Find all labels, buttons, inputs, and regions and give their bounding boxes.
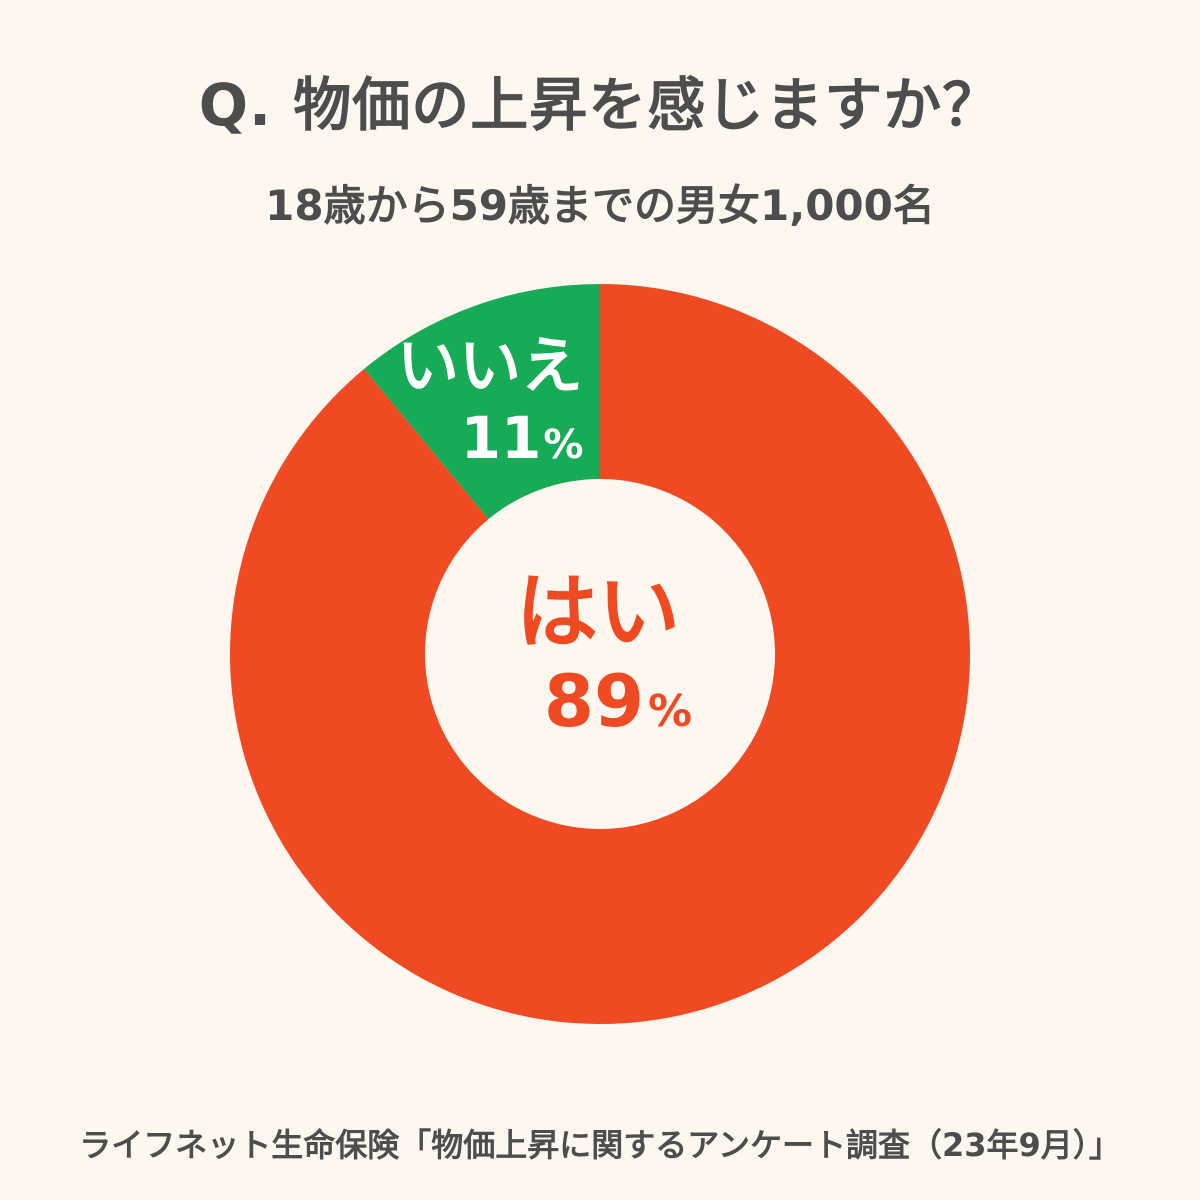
slice-no (364, 284, 600, 520)
slice-value-no: 11% (461, 404, 584, 472)
chart-title: Q. 物価の上昇を感じますか？ (198, 71, 1002, 139)
slice-value-yes-unit: % (648, 686, 692, 737)
slice-value-yes-number: 89 (544, 659, 644, 743)
slice-label-no: いいえ (397, 329, 583, 402)
slice-value-no-number: 11 (461, 404, 542, 472)
slice-value-yes: 89% (544, 659, 692, 743)
slice-value-no-unit: % (543, 422, 583, 468)
chart-subtitle: 18歳から59歳までの男女1,000名 (265, 181, 935, 230)
source-note: ライフネット生命保険「物価上昇に関するアンケート調査（23年9月）」 (79, 1126, 1121, 1164)
slice-yes (230, 284, 970, 1025)
slice-label-yes: はい (516, 565, 680, 660)
